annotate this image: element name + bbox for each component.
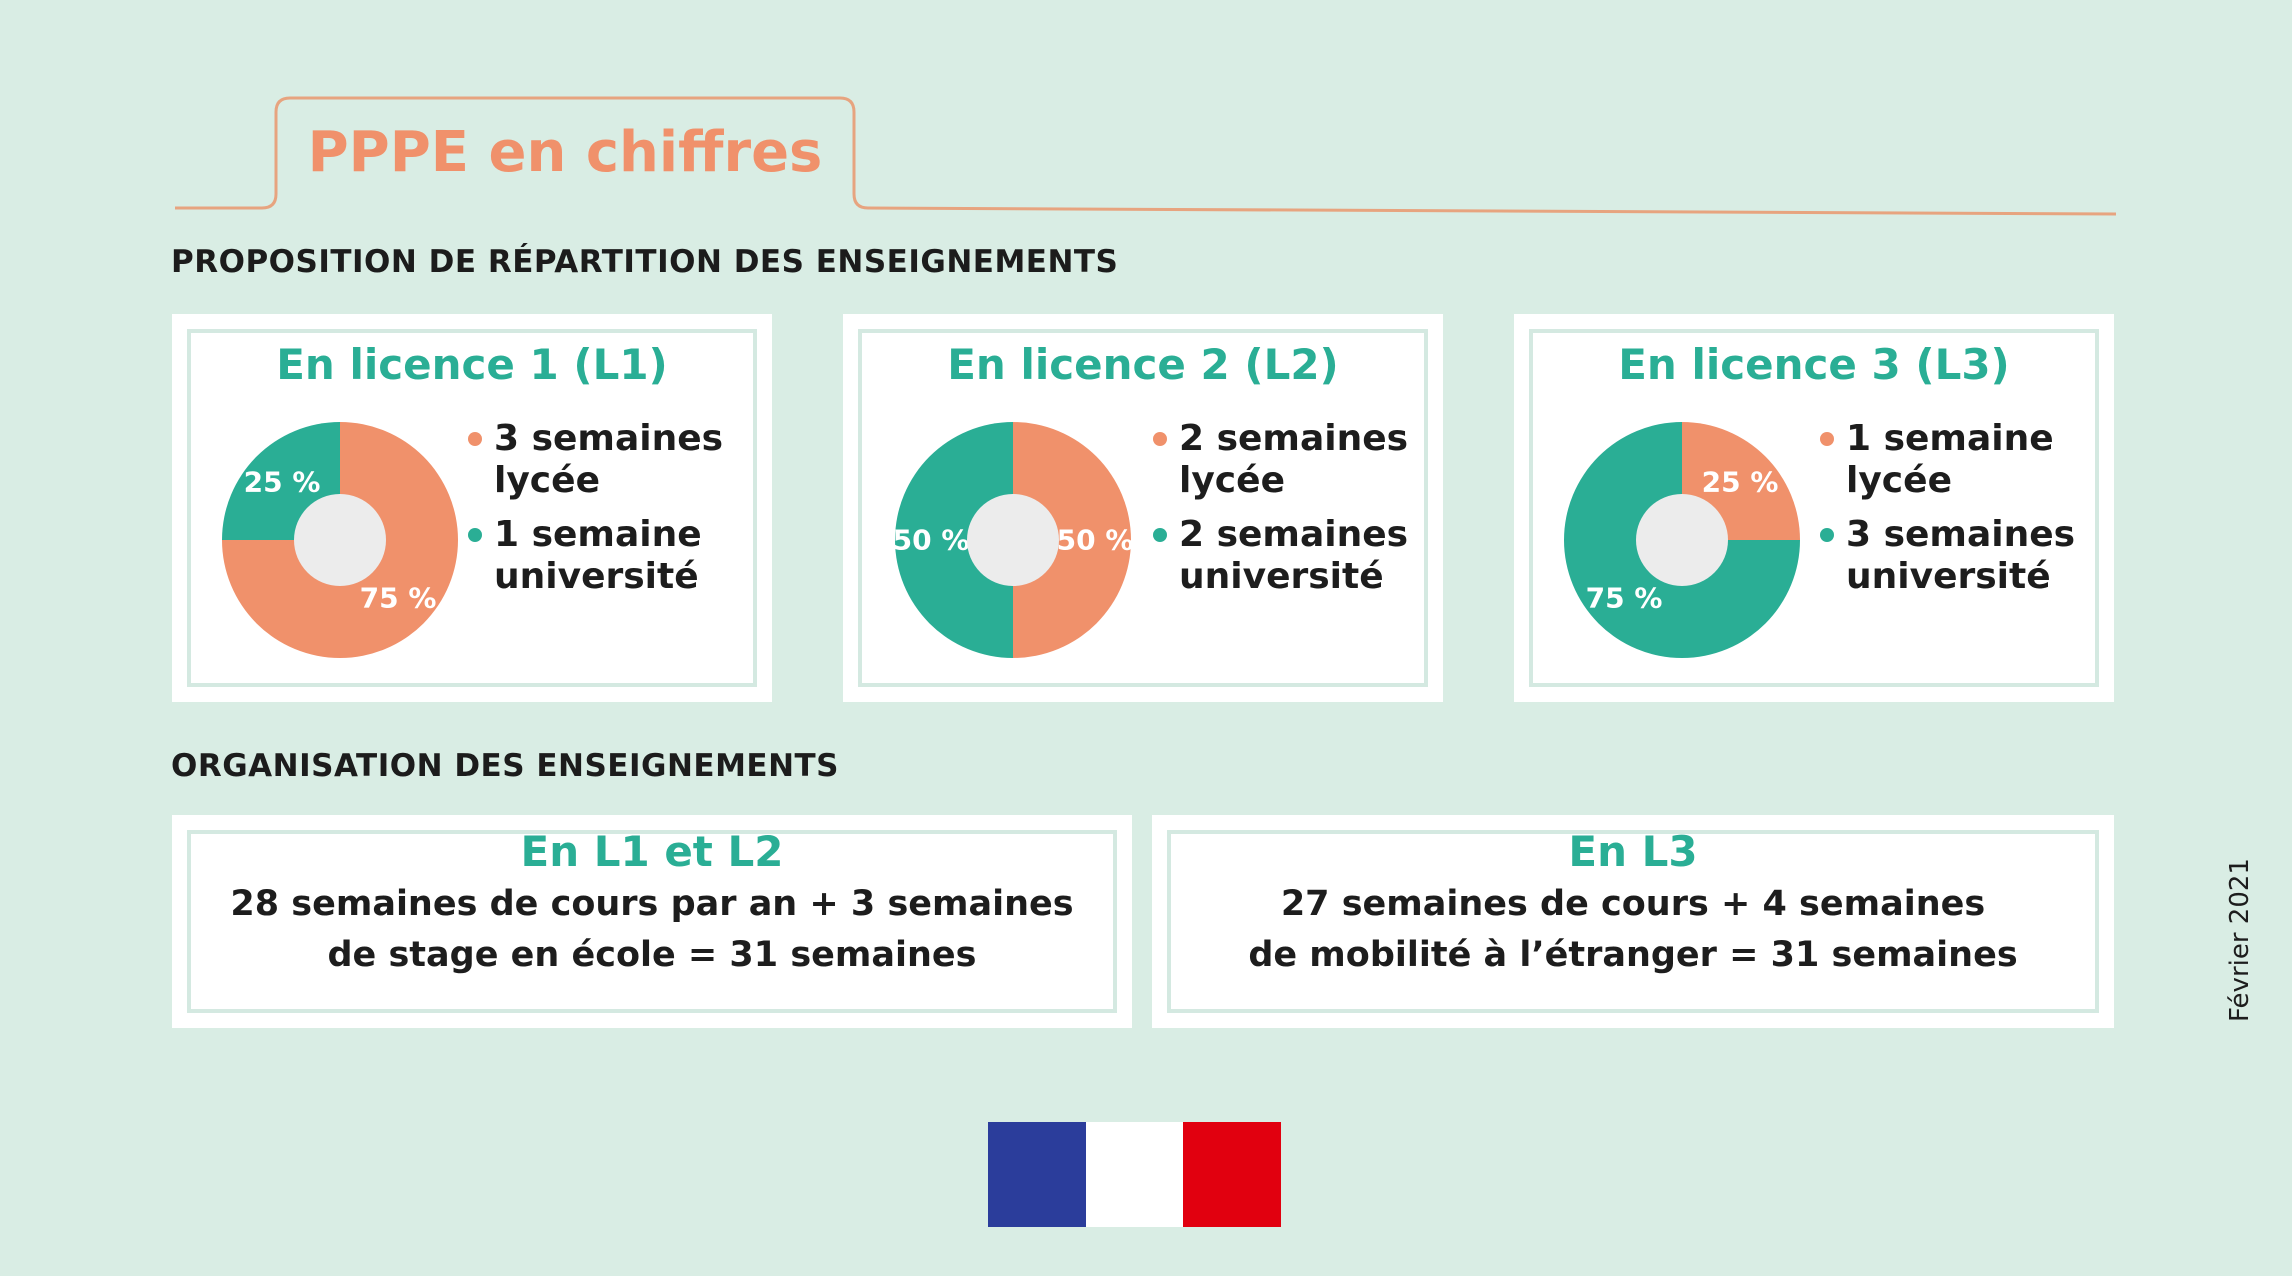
legend-dot-universite — [468, 528, 482, 542]
legend-dot-lycee — [1153, 432, 1167, 446]
organisation-line: de stage en école = 31 semaines — [327, 935, 977, 975]
organisation-text: 27 semaines de cours + 4 semaines de mob… — [1152, 879, 2114, 981]
flag-stripe-red — [1183, 1122, 1282, 1227]
pie-label-universite: 75 % — [1586, 582, 1663, 615]
organisation-line: de mobilité à l’étranger = 31 semaines — [1248, 935, 2018, 975]
donut-chart-l3: 25 % 75 % — [1564, 422, 1800, 658]
legend-label: 2 semaines université — [1179, 514, 1409, 597]
legend-label: 1 semaine lycée — [1846, 418, 2054, 501]
chart-legend: 2 semaines lycée 2 semaines université — [1153, 418, 1443, 610]
chart-card-l2: En licence 2 (L2) 50 % 50 % 2 semaines ly… — [843, 314, 1443, 702]
pie-label-lycee: 25 % — [1702, 466, 1779, 499]
organisation-card-border — [187, 830, 1117, 1013]
chart-card-l3: En licence 3 (L3) 25 % 75 % 1 semaine lyc… — [1514, 314, 2114, 702]
flag-stripe-white — [1085, 1122, 1184, 1227]
legend-label: 3 semaines lycée — [494, 418, 724, 501]
donut-hole — [294, 494, 386, 586]
legend-dot-lycee — [1820, 432, 1834, 446]
legend-item-lycee: 2 semaines lycée — [1153, 418, 1443, 502]
organisation-card-l1-l2: En L1 et L2 28 semaines de cours par an … — [172, 815, 1132, 1028]
organisation-card-border — [1167, 830, 2099, 1013]
legend-label: 1 semaine université — [494, 514, 702, 597]
legend-item-universite: 3 semaines université — [1820, 514, 2114, 598]
legend-label: 2 semaines lycée — [1179, 418, 1409, 501]
section-title-organisation: ORGANISATION DES ENSEIGNEMENTS — [171, 748, 840, 784]
pie-slice-lycee — [1013, 422, 1131, 658]
organisation-line: 27 semaines de cours + 4 semaines — [1280, 884, 1986, 924]
republique-francaise-logo — [988, 1122, 1282, 1227]
organisation-title: En L1 et L2 — [520, 827, 784, 876]
flag-stripe-blue — [988, 1122, 1086, 1227]
organisation-line: 28 semaines de cours par an + 3 semaines — [230, 884, 1074, 924]
page-title: PPPE en chiffres — [307, 120, 823, 185]
pie-label-lycee: 75 % — [360, 582, 437, 615]
donut-hole — [1636, 494, 1728, 586]
chart-title: En licence 2 (L2) — [947, 340, 1339, 389]
publication-date: Février 2021 — [2225, 858, 2255, 1022]
chart-card-border — [1529, 329, 2099, 687]
donut-chart-l1: 75 % 25 % — [222, 422, 458, 658]
chart-title: En licence 1 (L1) — [276, 340, 668, 389]
chart-legend: 1 semaine lycée 3 semaines université — [1820, 418, 2114, 610]
legend-item-lycee: 3 semaines lycée — [468, 418, 772, 502]
pie-label-lycee: 50 % — [1057, 524, 1134, 557]
organisation-title: En L3 — [1568, 827, 1698, 876]
chart-card-l1: En licence 1 (L1) 75 % 25 % 3 semaines ly… — [172, 314, 772, 702]
legend-item-lycee: 1 semaine lycée — [1820, 418, 2114, 502]
pie-label-universite: 25 % — [244, 466, 321, 499]
legend-dot-universite — [1820, 528, 1834, 542]
chart-title: En licence 3 (L3) — [1618, 340, 2010, 389]
legend-dot-lycee — [468, 432, 482, 446]
section-title-repartition: PROPOSITION DE RÉPARTITION DES ENSEIGNEM… — [171, 244, 1119, 280]
chart-card-border — [187, 329, 757, 687]
chart-card-border — [858, 329, 1428, 687]
legend-dot-universite — [1153, 528, 1167, 542]
pie-label-universite: 50 % — [893, 524, 970, 557]
chart-legend: 3 semaines lycée 1 semaine université — [468, 418, 772, 610]
organisation-text: 28 semaines de cours par an + 3 semaines… — [172, 879, 1132, 981]
legend-item-universite: 1 semaine université — [468, 514, 772, 598]
donut-hole — [967, 494, 1059, 586]
legend-label: 3 semaines université — [1846, 514, 2076, 597]
legend-item-universite: 2 semaines université — [1153, 514, 1443, 598]
organisation-card-l3: En L3 27 semaines de cours + 4 semaines … — [1152, 815, 2114, 1028]
pie-slice-universite — [895, 422, 1013, 658]
donut-chart-l2: 50 % 50 % — [893, 422, 1134, 658]
